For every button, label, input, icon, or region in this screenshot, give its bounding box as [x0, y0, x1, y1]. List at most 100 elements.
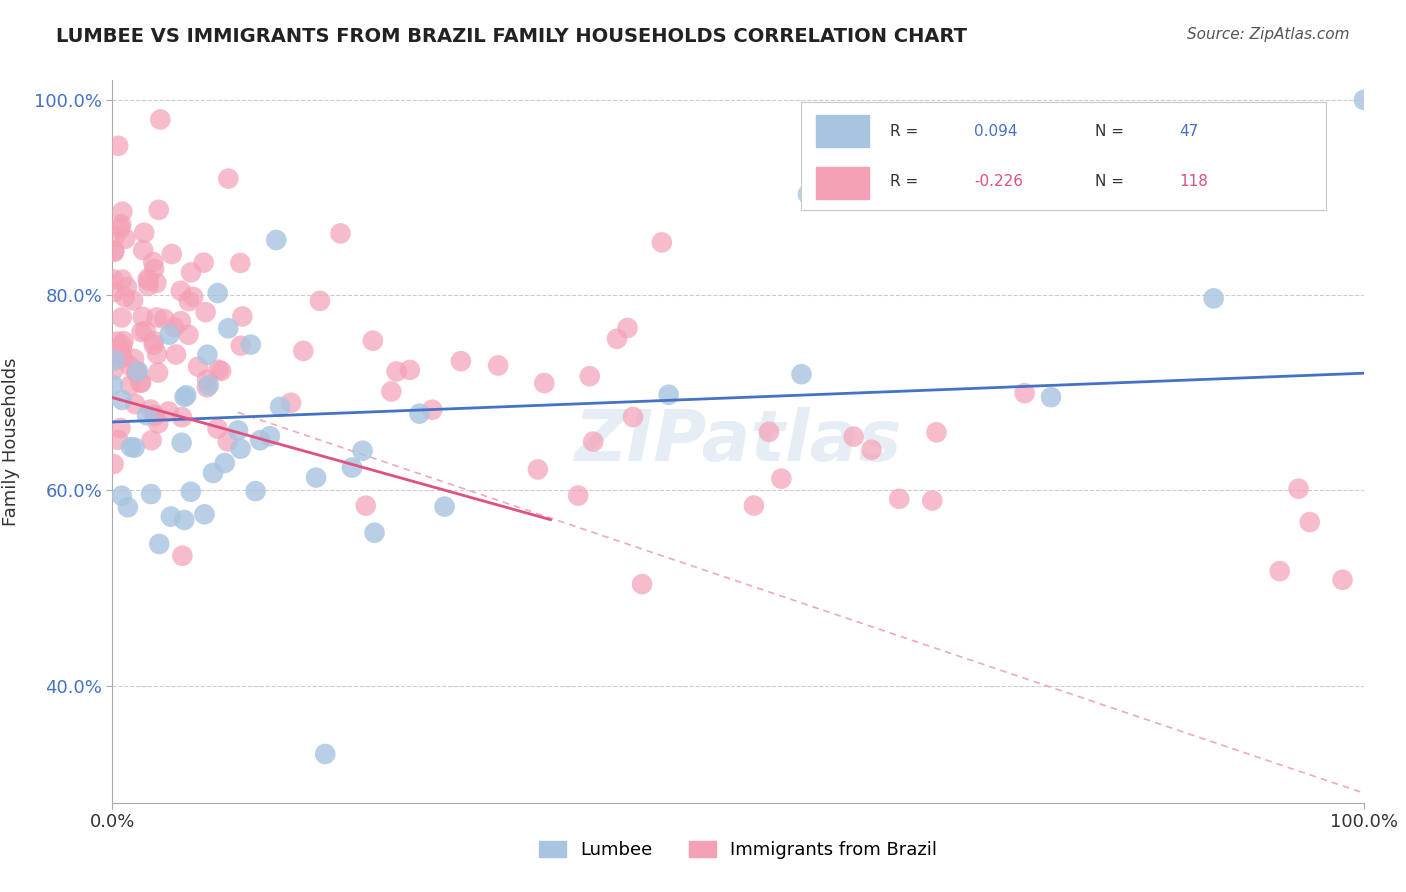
Immigrants from Brazil: [209, 364, 232, 378]
Immigrants from Brazil: [111, 272, 134, 286]
Immigrants from Brazil: [142, 338, 165, 352]
Lumbee: [207, 286, 229, 301]
Immigrants from Brazil: [111, 204, 134, 219]
Immigrants from Brazil: [107, 348, 129, 362]
Immigrants from Brazil: [124, 397, 146, 411]
Immigrants from Brazil: [143, 409, 166, 424]
Immigrants from Brazil: [122, 351, 145, 366]
Lumbee: [249, 434, 271, 448]
Immigrants from Brazil: [125, 365, 148, 379]
Immigrants from Brazil: [103, 245, 125, 260]
Immigrants from Brazil: [533, 376, 555, 390]
Lumbee: [176, 388, 198, 402]
Immigrants from Brazil: [1288, 482, 1310, 496]
Immigrants from Brazil: [329, 227, 352, 241]
Immigrants from Brazil: [139, 402, 162, 417]
Immigrants from Brazil: [148, 417, 170, 431]
Immigrants from Brazil: [385, 364, 408, 378]
Lumbee: [197, 378, 219, 392]
Immigrants from Brazil: [1014, 386, 1036, 401]
Immigrants from Brazil: [631, 577, 654, 591]
Immigrants from Brazil: [616, 321, 638, 335]
Immigrants from Brazil: [207, 421, 229, 435]
Immigrants from Brazil: [770, 472, 793, 486]
Immigrants from Brazil: [131, 325, 153, 339]
Lumbee: [259, 429, 281, 443]
Lumbee: [239, 337, 262, 351]
Lumbee: [1039, 390, 1063, 404]
Immigrants from Brazil: [217, 434, 239, 449]
Immigrants from Brazil: [160, 247, 183, 261]
Lumbee: [214, 456, 236, 470]
Lumbee: [201, 466, 224, 480]
Immigrants from Brazil: [104, 285, 127, 299]
Immigrants from Brazil: [889, 491, 911, 506]
Immigrants from Brazil: [149, 112, 172, 127]
Immigrants from Brazil: [567, 489, 589, 503]
Lumbee: [217, 321, 239, 335]
Immigrants from Brazil: [842, 430, 865, 444]
Immigrants from Brazil: [153, 312, 176, 326]
Immigrants from Brazil: [104, 229, 127, 244]
Immigrants from Brazil: [115, 280, 138, 294]
Lumbee: [797, 187, 820, 202]
Immigrants from Brazil: [103, 344, 125, 359]
Immigrants from Brazil: [578, 369, 600, 384]
Immigrants from Brazil: [112, 334, 135, 348]
Immigrants from Brazil: [146, 366, 169, 380]
Immigrants from Brazil: [229, 256, 252, 270]
Legend: Lumbee, Immigrants from Brazil: Lumbee, Immigrants from Brazil: [531, 833, 945, 866]
Immigrants from Brazil: [606, 332, 628, 346]
Immigrants from Brazil: [114, 290, 136, 304]
Lumbee: [245, 484, 267, 499]
Immigrants from Brazil: [143, 261, 166, 276]
Immigrants from Brazil: [145, 310, 167, 325]
Immigrants from Brazil: [758, 425, 780, 439]
Lumbee: [101, 378, 124, 392]
Lumbee: [658, 388, 681, 402]
Lumbee: [226, 424, 249, 438]
Lumbee: [1202, 291, 1225, 305]
Immigrants from Brazil: [135, 324, 157, 338]
Immigrants from Brazil: [354, 499, 377, 513]
Immigrants from Brazil: [1331, 573, 1354, 587]
Immigrants from Brazil: [180, 265, 202, 279]
Immigrants from Brazil: [110, 221, 132, 235]
Text: ZIPatlas: ZIPatlas: [575, 407, 901, 476]
Lumbee: [111, 489, 134, 503]
Immigrants from Brazil: [110, 421, 132, 435]
Immigrants from Brazil: [195, 380, 218, 394]
Immigrants from Brazil: [103, 272, 125, 286]
Immigrants from Brazil: [170, 410, 193, 425]
Lumbee: [1140, 162, 1163, 177]
Lumbee: [193, 508, 215, 522]
Immigrants from Brazil: [142, 255, 165, 269]
Immigrants from Brazil: [129, 376, 152, 390]
Immigrants from Brazil: [110, 218, 132, 232]
Immigrants from Brazil: [361, 334, 384, 348]
Immigrants from Brazil: [141, 434, 163, 448]
Lumbee: [173, 390, 195, 404]
Immigrants from Brazil: [111, 338, 134, 352]
Immigrants from Brazil: [181, 290, 204, 304]
Immigrants from Brazil: [207, 362, 229, 376]
Immigrants from Brazil: [134, 226, 156, 240]
Immigrants from Brazil: [621, 410, 644, 425]
Immigrants from Brazil: [450, 354, 472, 368]
Lumbee: [111, 392, 134, 407]
Immigrants from Brazil: [177, 327, 200, 342]
Immigrants from Brazil: [111, 351, 134, 365]
Immigrants from Brazil: [138, 279, 160, 293]
Immigrants from Brazil: [231, 310, 253, 324]
Immigrants from Brazil: [229, 338, 252, 352]
Immigrants from Brazil: [170, 284, 193, 298]
Immigrants from Brazil: [195, 373, 218, 387]
Lumbee: [433, 500, 456, 514]
Immigrants from Brazil: [486, 359, 509, 373]
Immigrants from Brazil: [921, 493, 943, 508]
Lumbee: [790, 368, 813, 382]
Lumbee: [173, 513, 195, 527]
Immigrants from Brazil: [651, 235, 673, 250]
Immigrants from Brazil: [157, 404, 180, 418]
Lumbee: [314, 747, 336, 761]
